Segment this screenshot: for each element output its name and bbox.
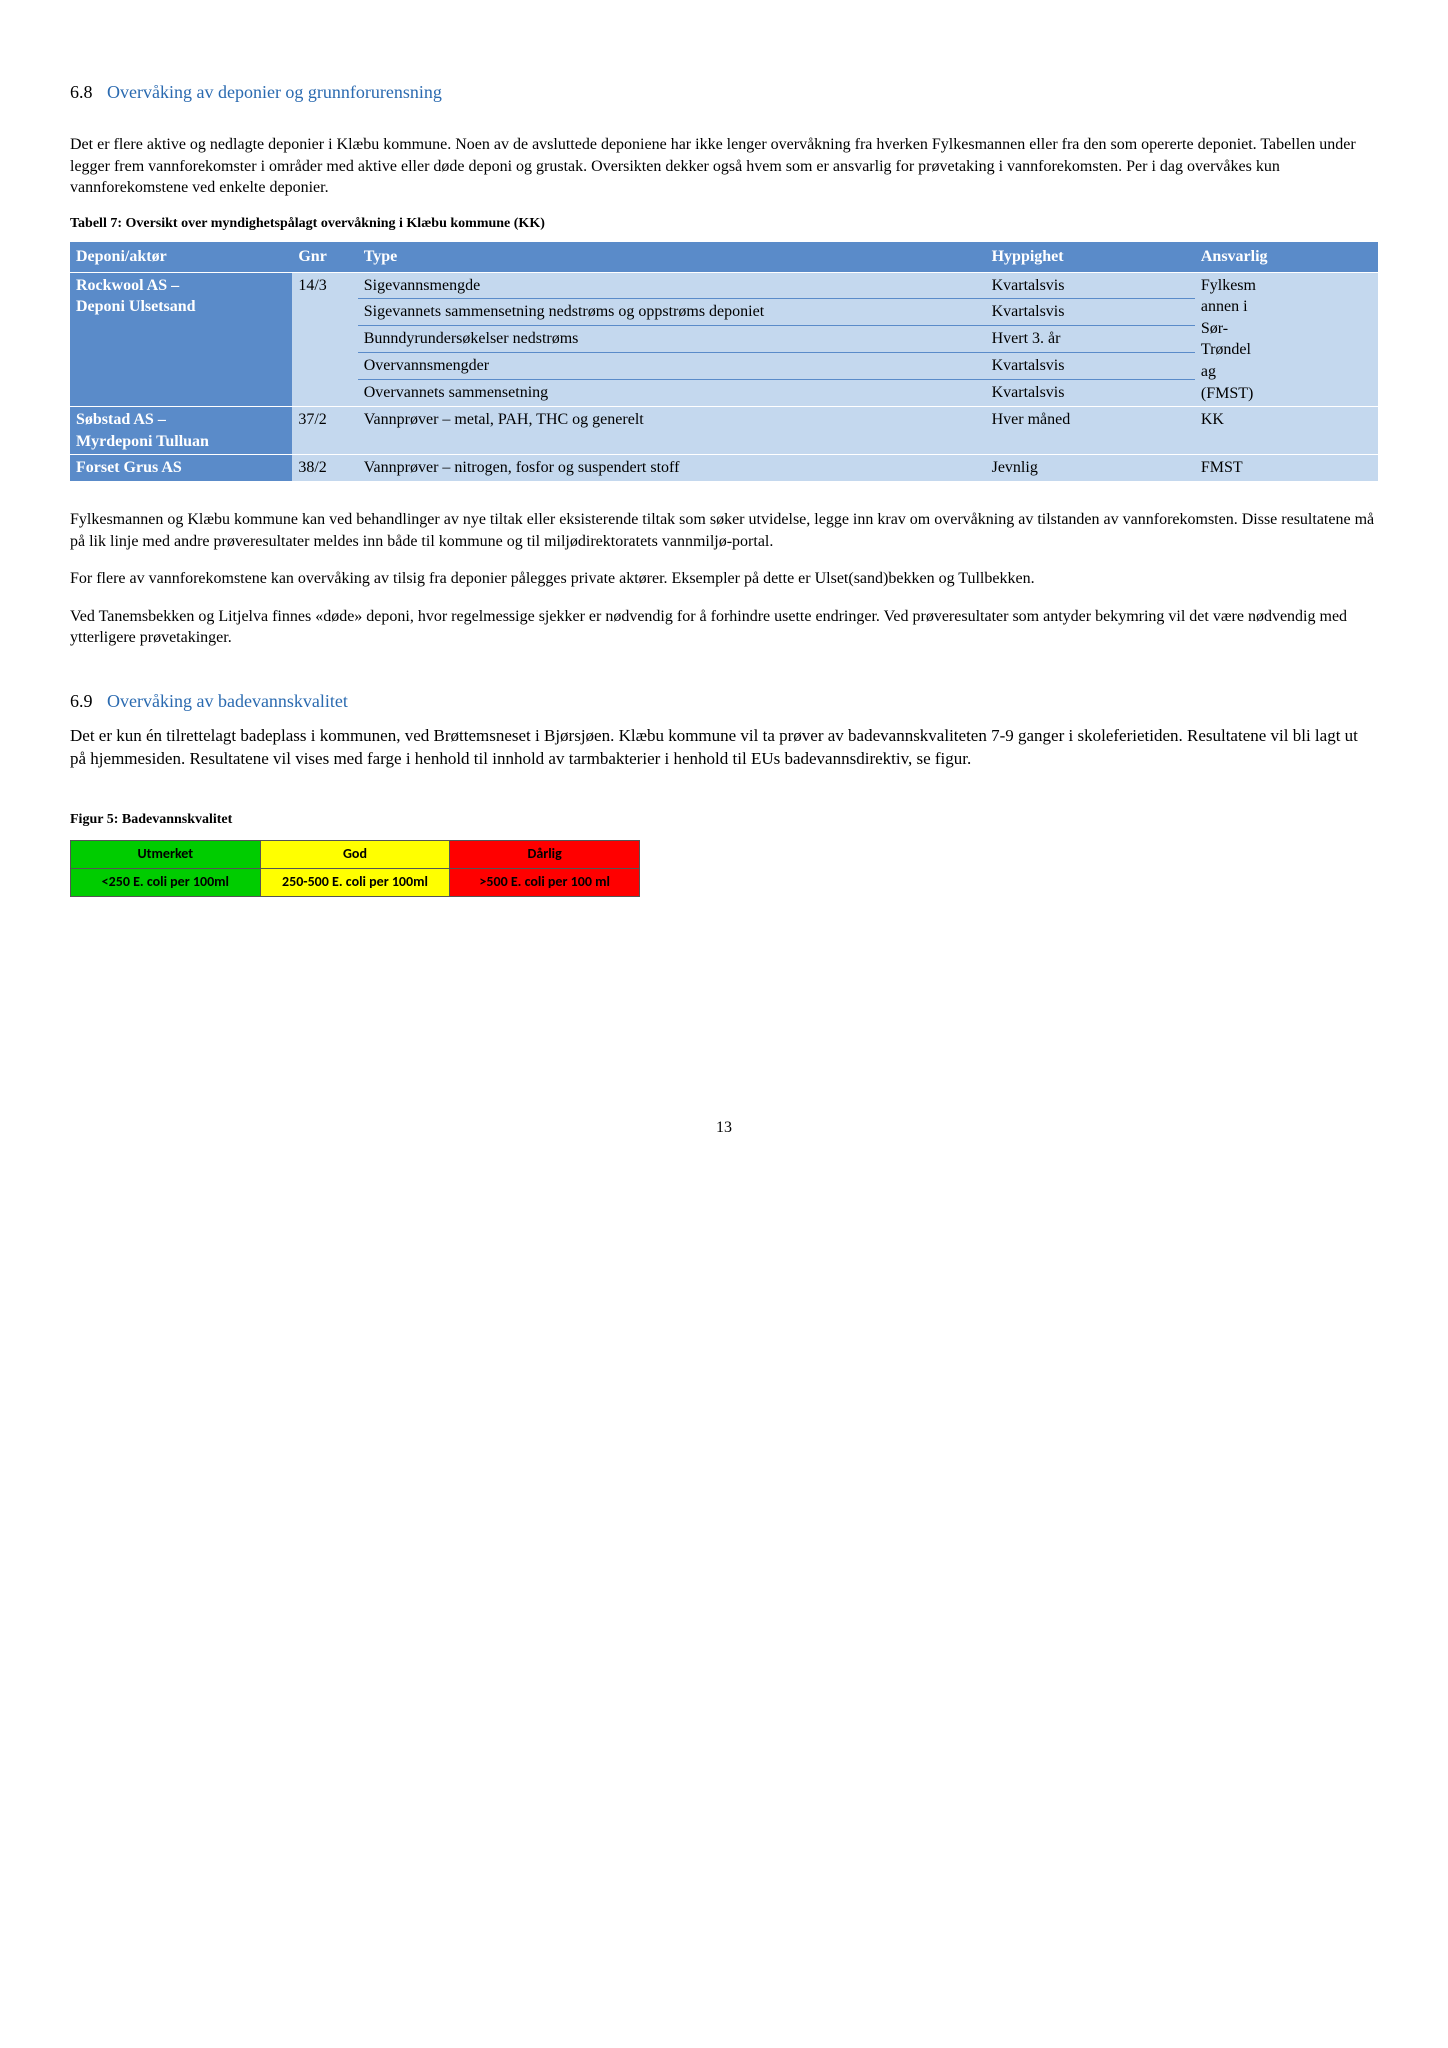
forset-ansv: FMST	[1195, 455, 1378, 481]
sobstad-row: Søbstad AS – Myrdeponi Tulluan 37/2 Vann…	[70, 407, 1378, 455]
sobstad-gnr: 37/2	[292, 407, 357, 455]
sobstad-type: Vannprøver – metal, PAH, THC og generelt	[358, 407, 986, 455]
quality-good-value: <250 E. coli per 100ml	[71, 868, 261, 896]
figure-5-caption: Figur 5: Badevannskvalitet	[70, 811, 1378, 830]
rockwool-type2: Sigevannets sammensetning nedstrøms og o…	[358, 299, 986, 326]
section-6-8-para4: Ved Tanemsbekken og Litjelva finnes «død…	[70, 606, 1378, 649]
quality-good-label: Utmerket	[71, 840, 261, 868]
sobstad-actor-l1: Søbstad AS –	[76, 411, 166, 428]
forset-gnr: 38/2	[292, 455, 357, 481]
th-gnr: Gnr	[292, 242, 357, 272]
rockwool-ansv: Fylkesm annen i Sør- Trøndel ag (FMST)	[1195, 272, 1378, 407]
rockwool-freq3: Hvert 3. år	[986, 326, 1195, 353]
section-6-8-para2: Fylkesmannen og Klæbu kommune kan ved be…	[70, 509, 1378, 552]
quality-label-row: Utmerket God Dårlig	[71, 840, 640, 868]
sobstad-ansv: KK	[1195, 407, 1378, 455]
quality-table: Utmerket God Dårlig <250 E. coli per 100…	[70, 840, 640, 897]
forset-row: Forset Grus AS 38/2 Vannprøver – nitroge…	[70, 455, 1378, 481]
sobstad-actor: Søbstad AS – Myrdeponi Tulluan	[70, 407, 292, 455]
th-type: Type	[358, 242, 986, 272]
table-7: Deponi/aktør Gnr Type Hyppighet Ansvarli…	[70, 242, 1378, 481]
section-6-8-title: Overvåking av deponier og grunnforurensn…	[107, 82, 442, 102]
section-6-8-heading: 6.8 Overvåking av deponier og grunnforur…	[70, 80, 1378, 104]
rockwool-actor-l1: Rockwool AS –	[76, 277, 179, 294]
rockwool-freq5: Kvartalsvis	[986, 380, 1195, 407]
table-7-caption: Tabell 7: Oversikt over myndighetspålagt…	[70, 215, 1378, 234]
sobstad-actor-l2: Myrdeponi Tulluan	[76, 433, 209, 450]
quality-bad-value: >500 E. coli per 100 ml	[450, 868, 640, 896]
rockwool-actor-l2: Deponi Ulsetsand	[76, 298, 196, 315]
forset-actor: Forset Grus AS	[70, 455, 292, 481]
section-6-9-para1: Det er kun én tilrettelagt badeplass i k…	[70, 725, 1378, 771]
rockwool-ansv-l3: Sør-	[1201, 320, 1228, 337]
quality-ok-label: God	[260, 840, 450, 868]
section-6-8-number: 6.8	[70, 82, 93, 102]
rockwool-ansv-l6: (FMST)	[1201, 385, 1253, 402]
quality-ok-value: 250-500 E. coli per 100ml	[260, 868, 450, 896]
quality-value-row: <250 E. coli per 100ml 250-500 E. coli p…	[71, 868, 640, 896]
section-6-8-para3: For flere av vannforekomstene kan overvå…	[70, 568, 1378, 590]
rockwool-ansv-l4: Trøndel	[1201, 341, 1251, 358]
forset-freq: Jevnlig	[986, 455, 1195, 481]
section-6-8-para1: Det er flere aktive og nedlagte deponier…	[70, 134, 1378, 199]
section-6-9-number: 6.9	[70, 691, 93, 711]
th-freq: Hyppighet	[986, 242, 1195, 272]
rockwool-row1: Rockwool AS – Deponi Ulsetsand 14/3 Sige…	[70, 272, 1378, 299]
rockwool-type4: Overvannsmengder	[358, 353, 986, 380]
th-ansv: Ansvarlig	[1195, 242, 1378, 272]
rockwool-type5: Overvannets sammensetning	[358, 380, 986, 407]
rockwool-freq2: Kvartalsvis	[986, 299, 1195, 326]
rockwool-ansv-l2: annen i	[1201, 298, 1248, 315]
page-number: 13	[70, 1117, 1378, 1139]
rockwool-ansv-l5: ag	[1201, 363, 1216, 380]
forset-type: Vannprøver – nitrogen, fosfor og suspend…	[358, 455, 986, 481]
rockwool-type3: Bunndyrundersøkelser nedstrøms	[358, 326, 986, 353]
section-6-9-heading: 6.9 Overvåking av badevannskvalitet	[70, 689, 1378, 713]
rockwool-ansv-l1: Fylkesm	[1201, 277, 1256, 294]
rockwool-gnr: 14/3	[292, 272, 357, 407]
rockwool-freq4: Kvartalsvis	[986, 353, 1195, 380]
rockwool-actor: Rockwool AS – Deponi Ulsetsand	[70, 272, 292, 407]
th-actor: Deponi/aktør	[70, 242, 292, 272]
section-6-9-title: Overvåking av badevannskvalitet	[107, 691, 348, 711]
sobstad-freq: Hver måned	[986, 407, 1195, 455]
rockwool-freq1: Kvartalsvis	[986, 272, 1195, 299]
rockwool-type1: Sigevannsmengde	[358, 272, 986, 299]
quality-bad-label: Dårlig	[450, 840, 640, 868]
table-header-row: Deponi/aktør Gnr Type Hyppighet Ansvarli…	[70, 242, 1378, 272]
